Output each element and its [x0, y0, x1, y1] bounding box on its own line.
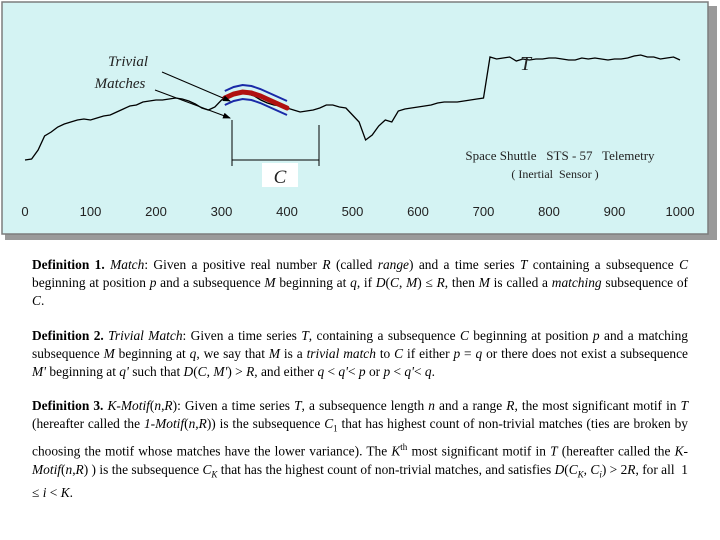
- trivial-arrow-2: [154, 89, 231, 119]
- caption-subtitle: ( Inertial Sensor ): [511, 167, 598, 181]
- x-tick-label: 500: [342, 204, 364, 219]
- range-lower-line: [224, 97, 288, 116]
- range-upper-line: [224, 83, 288, 102]
- telemetry-figure: T Trivial Matches C Space Shuttle STS - …: [1, 1, 717, 240]
- series-line: [24, 54, 681, 161]
- trivial-matches-label-2: Matches: [94, 76, 146, 92]
- x-tick-label: 1000: [666, 204, 695, 219]
- definition-2: Definition 2. Trivial Match: Given a tim…: [32, 327, 688, 380]
- x-tick-label: 700: [473, 204, 495, 219]
- motif-subsequence-line: [222, 89, 290, 111]
- x-tick-label: 800: [538, 204, 560, 219]
- series-label: T: [520, 53, 533, 75]
- x-tick-label: 100: [80, 204, 102, 219]
- x-tick-label: 0: [21, 204, 28, 219]
- x-tick-label: 600: [407, 204, 429, 219]
- trivial-matches-label: Trivial: [108, 54, 148, 70]
- x-tick-label: 900: [604, 204, 626, 219]
- caption-title: Space Shuttle STS - 57 Telemetry: [465, 148, 655, 163]
- subsequence-label-box: [262, 163, 298, 187]
- subsequence-label: C: [274, 167, 287, 188]
- x-tick-label: 200: [145, 204, 167, 219]
- trivial-arrow-1: [161, 71, 231, 102]
- definition-3: Definition 3. K-Motif(n,R): Given a time…: [32, 398, 689, 500]
- definition-1: Definition 1. Match: Given a positive re…: [32, 257, 688, 309]
- definitions: Definition 1. Match: Given a positive re…: [32, 256, 688, 518]
- x-tick-label: 400: [276, 204, 298, 219]
- x-tick-label: 300: [211, 204, 233, 219]
